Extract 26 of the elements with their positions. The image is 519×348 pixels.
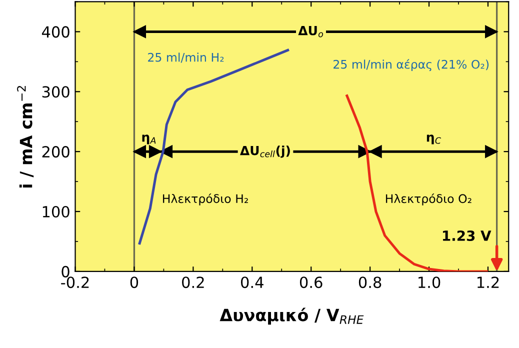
y-tick-label: 100 — [42, 206, 70, 218]
x-tick-label: 1.2 — [478, 276, 499, 288]
y-tick-label: 200 — [42, 146, 70, 158]
annotation: 25 ml/min αέρας (21% O₂) — [334, 59, 489, 72]
x-tick-label: 0.6 — [300, 276, 322, 288]
x-tick-label: -0.2 — [61, 276, 89, 288]
x-tick-label: 0.4 — [241, 276, 264, 288]
y-tick-label: 0 — [62, 266, 70, 278]
annotation: 25 ml/min H₂ — [148, 52, 224, 63]
annotation: η$_{A}$ — [142, 134, 156, 144]
y-axis-title: i / mA cm$^{−2}$ — [17, 86, 34, 188]
x-axis-title: Δυναμικό / V$_{RHE}$ — [220, 308, 364, 325]
line-series — [345, 93, 490, 272]
annotation: Ηλεκτρόδιο O₂ — [386, 193, 472, 206]
y-tick-label: 300 — [42, 86, 70, 98]
annotation: 1.23 V — [442, 230, 492, 241]
x-tick-label: 1.0 — [418, 276, 440, 288]
annotation: Ηλεκτρόδιο H₂ — [163, 193, 248, 206]
annotation: ΔU$_{o}$ — [298, 26, 324, 38]
line-series — [138, 48, 290, 246]
x-tick-label: 0.8 — [358, 276, 382, 288]
annotation: η$_{C}$ — [426, 134, 441, 144]
x-tick-label: 0.2 — [182, 276, 204, 288]
annotation: ΔU$_{cell}$(j) — [240, 146, 290, 158]
x-tick-label: 0 — [130, 276, 138, 288]
y-tick-label: 400 — [42, 26, 70, 38]
